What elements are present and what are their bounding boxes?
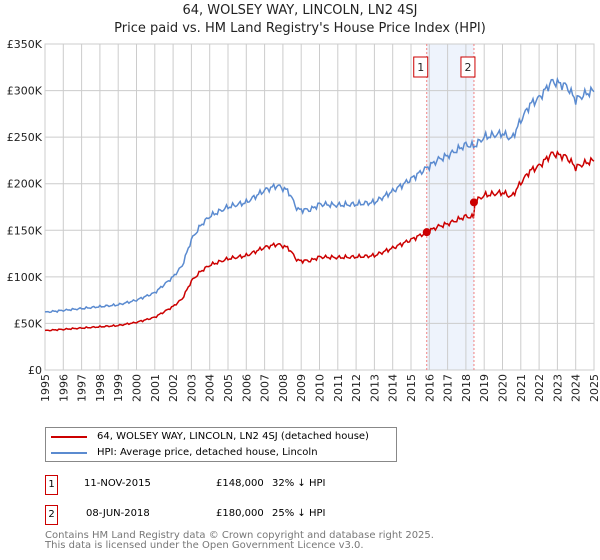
x-tick-label: 2013	[368, 374, 381, 402]
sale-point	[422, 228, 431, 237]
sale-label: 1	[417, 61, 424, 74]
sale-date: 11-NOV-2015	[84, 478, 151, 489]
x-tick-label: 2025	[588, 374, 600, 402]
sale-price: £180,000	[216, 508, 264, 519]
sale-label: 2	[464, 61, 471, 74]
chart-subtitle: Price paid vs. HM Land Registry's House …	[114, 21, 486, 36]
sale-hpi: 32% ↓ HPI	[272, 478, 326, 489]
x-tick-label: 2002	[167, 374, 180, 402]
x-tick-label: 2009	[295, 374, 308, 402]
footer: Contains HM Land Registry data © Crown c…	[45, 531, 434, 551]
sale-row: 1 11-NOV-2015 £148,000 32% ↓ HPI	[45, 475, 445, 495]
footer-copyright: Contains HM Land Registry data © Crown c…	[45, 530, 434, 541]
legend-hpi: HPI: Average price, detached house, Linc…	[97, 447, 318, 458]
x-tick-label: 2021	[515, 374, 528, 402]
sale-date: 08-JUN-2018	[86, 508, 150, 519]
x-tick-label: 2015	[405, 374, 418, 402]
x-tick-label: 2022	[533, 374, 546, 402]
legend: 64, WOLSEY WAY, LINCOLN, LN2 4SJ (detach…	[45, 427, 397, 462]
y-tick-label: £200K	[7, 178, 43, 191]
sale-marker: 2	[45, 505, 58, 525]
x-tick-label: 2007	[259, 374, 272, 402]
x-tick-label: 1999	[112, 374, 125, 402]
legend-red-line	[51, 435, 87, 438]
y-tick-label: £350K	[7, 38, 43, 51]
x-tick-label: 2014	[387, 374, 400, 402]
x-tick-label: 1997	[76, 374, 89, 402]
legend-property: 64, WOLSEY WAY, LINCOLN, LN2 4SJ (detach…	[97, 431, 369, 442]
x-tick-label: 2024	[570, 374, 583, 402]
hpi-line	[44, 76, 595, 314]
y-tick-label: £100K	[7, 271, 43, 284]
sale-label-box	[460, 56, 476, 78]
x-tick-label: 2006	[240, 374, 253, 402]
sale-point	[469, 198, 478, 207]
x-tick-label: 1995	[39, 374, 52, 402]
x-tick-label: 2011	[332, 374, 345, 402]
chart-plot: 1995 1996 1997 1998 1999 2000 2001 2002 2003 2004…	[7, 38, 600, 402]
y-tick-label: £0	[28, 364, 42, 377]
x-tick-label: 2017	[442, 374, 455, 402]
sale-row: 2 08-JUN-2018 £180,000 25% ↓ HPI	[45, 505, 445, 525]
price-paid-line	[44, 149, 595, 332]
x-tick-label: 2012	[350, 374, 363, 402]
x-tick-label: 1998	[94, 374, 107, 402]
y-tick-label: £50K	[14, 317, 43, 330]
x-tick-label: 1996	[57, 374, 70, 402]
plot-frame	[44, 43, 595, 371]
x-tick-label: 2001	[149, 374, 162, 402]
sale-price: £148,000	[216, 478, 264, 489]
x-tick-label: 2005	[222, 374, 235, 402]
x-tick-label: 2023	[551, 374, 564, 402]
x-tick-label: 2004	[204, 374, 217, 402]
x-tick-label: 2018	[460, 374, 473, 402]
x-tick-label: 2003	[185, 374, 198, 402]
y-tick-label: £150K	[7, 224, 43, 237]
x-tick-label: 2010	[314, 374, 327, 402]
x-tick-label: 2008	[277, 374, 290, 402]
sale-marker: 1	[45, 475, 58, 495]
sale-hpi: 25% ↓ HPI	[272, 508, 326, 519]
x-tick-label: 2016	[423, 374, 436, 402]
x-tick-label: 2020	[497, 374, 510, 402]
legend-blue-line	[51, 451, 87, 454]
x-tick-label: 2000	[131, 374, 144, 402]
footer-licence: This data is licensed under the Open Gov…	[45, 540, 364, 551]
chart-title: 64, WOLSEY WAY, LINCOLN, LN2 4SJ	[182, 3, 418, 18]
sale-label-box	[413, 56, 429, 78]
y-tick-label: £300K	[7, 85, 43, 98]
sale-period-shade	[426, 44, 474, 370]
x-tick-label: 2019	[478, 374, 491, 402]
y-tick-label: £250K	[7, 131, 43, 144]
